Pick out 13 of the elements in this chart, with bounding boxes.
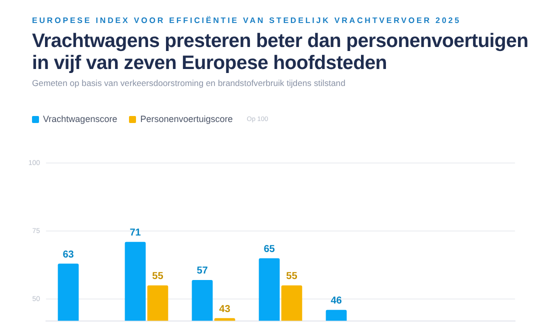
data-label: 65 xyxy=(264,244,276,255)
legend-label: Personenvoertuigscore xyxy=(140,114,233,124)
data-label: 55 xyxy=(152,271,164,282)
legend-label: Vrachtwagenscore xyxy=(43,114,118,124)
chart-title: Vrachtwagens presteren beter dan personenvoertuigen in vijf van zeven Europese hoofdsteden xyxy=(32,30,530,74)
data-label: 55 xyxy=(286,271,298,282)
data-label: 71 xyxy=(130,228,142,239)
data-label: 57 xyxy=(196,266,208,277)
chart-subtitle: EUROPESE INDEX VOOR EFFICIËNTIE VAN STEDELIJK VRACHTVERVOER 2025 xyxy=(32,16,461,25)
data-label: 63 xyxy=(62,249,74,260)
data-label: 46 xyxy=(330,296,342,307)
data-label: 43 xyxy=(219,304,231,315)
text: Gemeten op basis van verkeersdoorstroming en brandstofverbruik tijdens stilstand xyxy=(32,78,346,88)
